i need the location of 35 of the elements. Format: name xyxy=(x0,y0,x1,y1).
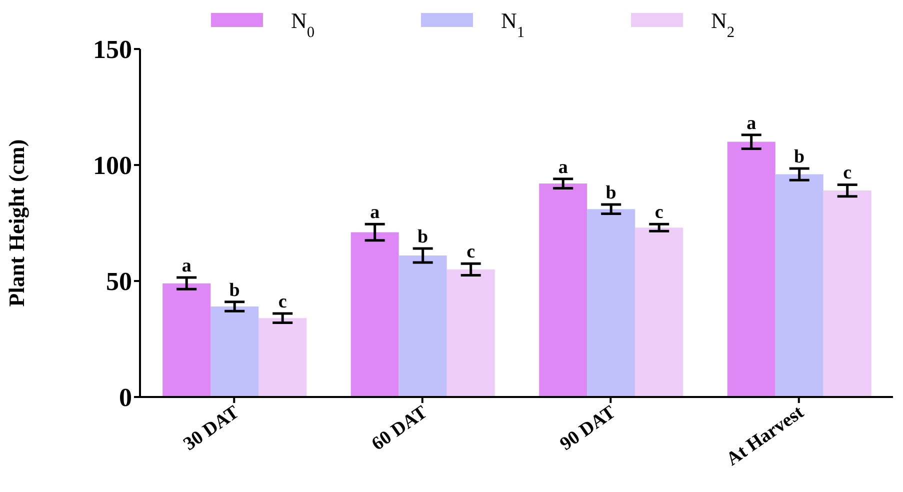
bar xyxy=(398,255,447,397)
y-tick-label: 50 xyxy=(106,267,132,296)
bar xyxy=(258,318,307,397)
y-tick-label: 0 xyxy=(119,383,132,412)
x-tick-label: 30 DAT xyxy=(180,402,244,455)
y-axis-title: Plant Height (cm) xyxy=(4,139,29,307)
legend-label: N$_{0}$ xyxy=(290,8,314,40)
bar xyxy=(446,269,495,397)
bar xyxy=(775,174,824,397)
annotation: c xyxy=(278,291,287,312)
bar xyxy=(210,306,259,397)
annotation: b xyxy=(418,226,428,248)
y-tick-label: 100 xyxy=(93,151,132,180)
x-tick-label: 60 DAT xyxy=(368,402,432,455)
legend-label: N$_{1}$ xyxy=(500,8,524,40)
legend-label: N$_{2}$ xyxy=(710,8,734,40)
bar xyxy=(350,232,399,397)
annotation: c xyxy=(654,202,664,224)
y-tick-label: 150 xyxy=(93,35,132,64)
annotation: b xyxy=(229,280,240,301)
bar xyxy=(539,184,588,397)
annotation: a xyxy=(182,256,192,277)
annotation: a xyxy=(558,156,568,178)
bar xyxy=(162,283,211,397)
annotation: a xyxy=(746,112,757,134)
x-tick-label: 90 DAT xyxy=(556,402,620,455)
annotation: b xyxy=(794,146,805,168)
annotation: a xyxy=(370,202,380,224)
bar xyxy=(727,142,776,397)
annotation: c xyxy=(843,162,852,184)
bar xyxy=(823,190,872,397)
bar xyxy=(587,209,636,397)
annotation: b xyxy=(606,182,616,204)
bar xyxy=(635,228,684,397)
annotation: c xyxy=(466,242,476,263)
